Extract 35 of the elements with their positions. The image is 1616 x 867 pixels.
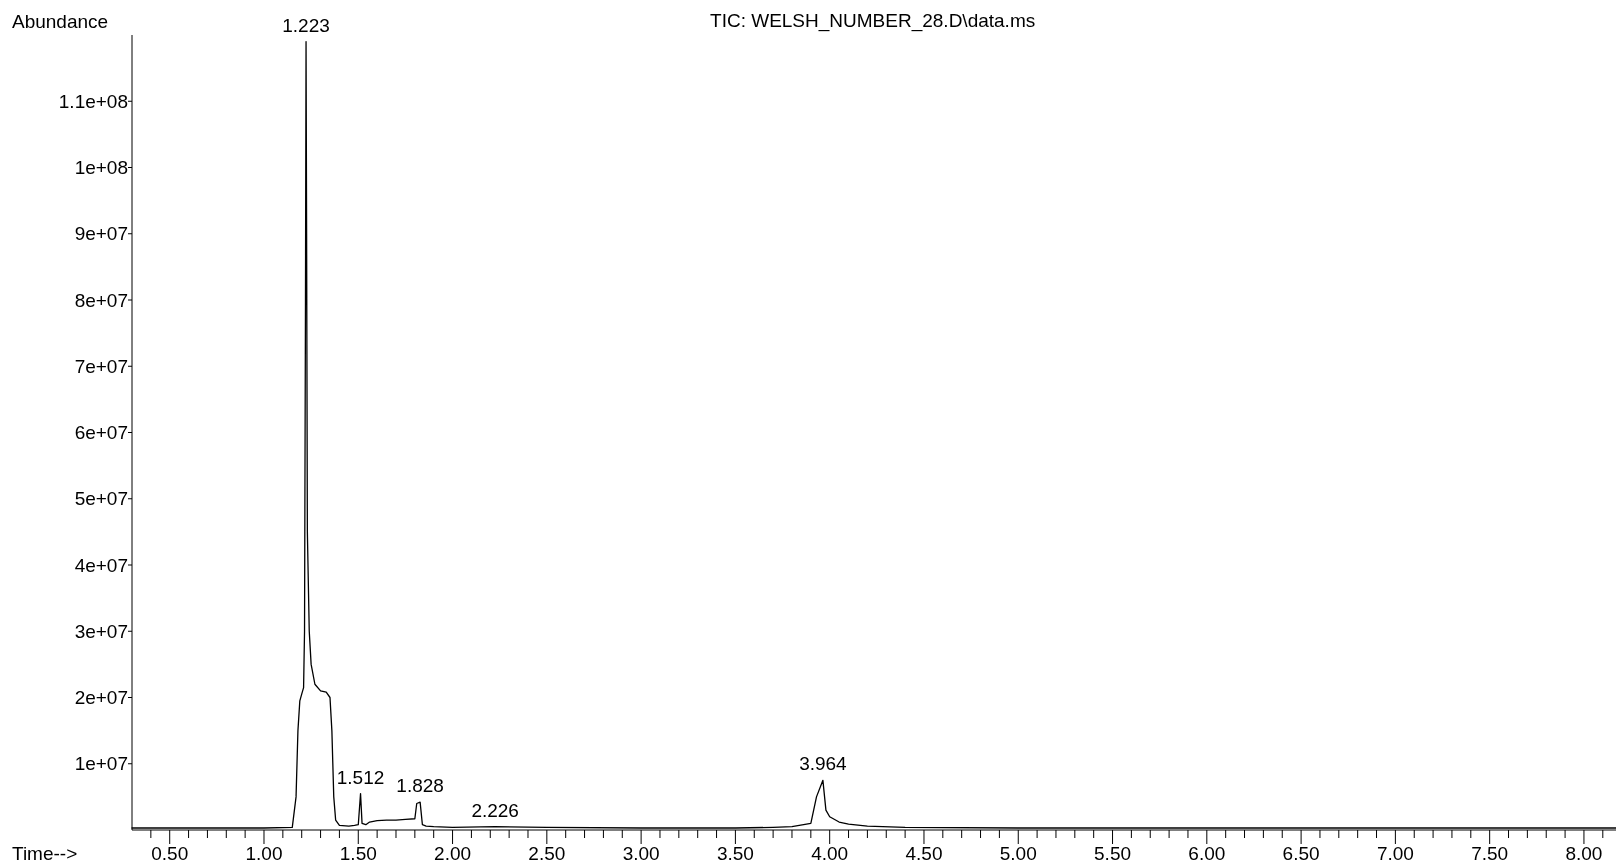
y-tick-label: 1.1e+08	[58, 90, 128, 112]
y-tick-label: 5e+07	[74, 488, 128, 510]
x-tick-label: 5.00	[999, 843, 1037, 864]
y-tick-label: 3e+07	[74, 620, 128, 642]
x-tick-label: 2.50	[528, 843, 566, 864]
x-axis-title: Time-->	[12, 843, 78, 864]
x-tick-label: 0.50	[151, 843, 189, 864]
x-tick-label: 2.00	[434, 843, 472, 864]
y-tick-label: 4e+07	[74, 554, 128, 576]
y-tick-label: 7e+07	[74, 355, 128, 377]
x-tick-label: 6.50	[1282, 843, 1320, 864]
y-tick-label: 8e+07	[74, 289, 128, 311]
x-tick-label: 8.00	[1565, 843, 1603, 864]
y-tick-label: 1e+07	[74, 753, 128, 775]
chart-title: TIC: WELSH_NUMBER_28.D\data.ms	[710, 10, 1036, 32]
y-tick-label: 9e+07	[74, 223, 128, 245]
x-tick-label: 4.00	[811, 843, 849, 864]
x-tick-label: 4.50	[905, 843, 943, 864]
x-tick-label: 7.50	[1471, 843, 1509, 864]
x-tick-label: 6.00	[1188, 843, 1226, 864]
x-tick-label: 5.50	[1094, 843, 1132, 864]
x-tick-label: 3.50	[716, 843, 754, 864]
y-axis-title: Abundance	[12, 11, 109, 32]
annotation: 1.828	[396, 775, 444, 797]
annotation: 1.223	[282, 14, 330, 36]
x-tick-label: 1.00	[245, 843, 283, 864]
annotation: 1.512	[336, 766, 385, 788]
y-tick-label: 6e+07	[74, 422, 128, 444]
annotation: 2.226	[471, 799, 519, 821]
y-tick-label: 2e+07	[74, 687, 128, 709]
x-tick-label: 3.00	[622, 843, 660, 864]
x-tick-label: 1.50	[339, 843, 377, 864]
annotation: 3.964	[799, 753, 848, 775]
x-tick-label: 7.00	[1376, 843, 1414, 864]
y-tick-label: 1e+08	[74, 157, 128, 179]
